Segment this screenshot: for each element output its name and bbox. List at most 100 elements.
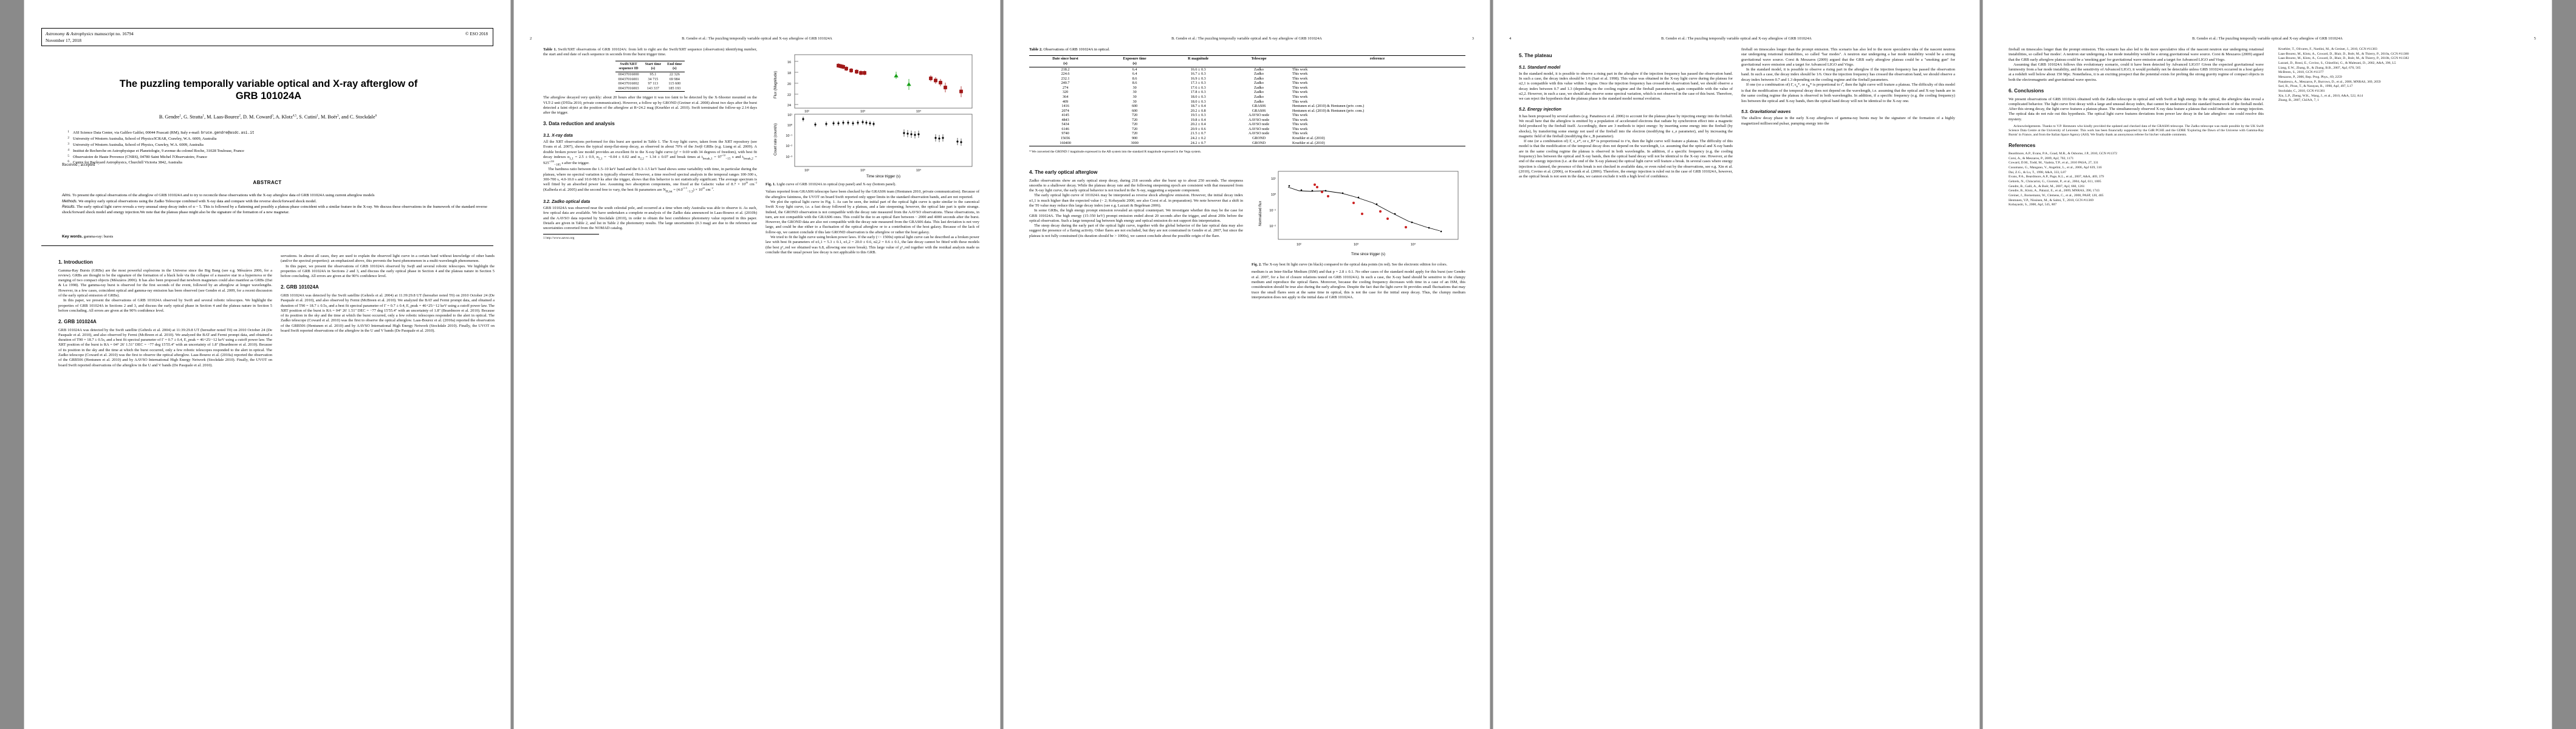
svg-text:16: 16 xyxy=(787,61,791,64)
svg-text:10³: 10³ xyxy=(860,110,865,114)
manuscript-no: manuscript no. 16794 xyxy=(93,31,134,36)
section-heading-early-optical: 4. The early optical afterglow xyxy=(1029,169,1098,175)
reference-item: Laas-Bourez, M., Klotz, A., Coward, D., … xyxy=(2278,52,2409,56)
table-row: 6146 720 20.9 ± 0.6 AAVSO node This work xyxy=(1061,126,1308,131)
paragraph: Zadko observations show an early optical… xyxy=(1029,178,1243,193)
paragraph: The early optical light curve of 101024A… xyxy=(1029,193,1243,208)
running-head: 2 B. Gendre et al.: The puzzling tempora… xyxy=(514,36,1000,41)
section-heading-plateau: 5. The plateau xyxy=(1519,53,1552,58)
affiliation-text: Centre for Backyard Astrophysics, Church… xyxy=(73,160,182,165)
page4-column-left: 5. The plateau 5.1. Standard model In th… xyxy=(1519,47,1733,179)
affiliation-item: 6 Centre for Backyard Astrophysics, Churc… xyxy=(62,160,487,166)
table-row: 2074 600 20.2 ± 0.8 GRAS06 Hentunen et al. (… xyxy=(1061,108,1365,113)
affiliation-item: 3 University of Western Australia, School… xyxy=(62,142,487,148)
affiliation-item: 4 Institut de Recherche en Astrophysique … xyxy=(62,148,487,154)
col-subheader-start: (s) xyxy=(642,66,665,73)
keywords-value: gamma-ray: bursts xyxy=(83,234,114,239)
email-address[interactable]: bruce.gendre@asdc.asi.it xyxy=(200,131,255,135)
abstract-results: Results. The early optical light curve r… xyxy=(62,205,487,214)
figure-2-label: Fig. 2. xyxy=(1252,262,1262,267)
abstract-aims: Aims. To present the optical observation… xyxy=(62,193,375,197)
fig2-xray-points xyxy=(1288,185,1442,233)
running-head: B. Gendre et al.: The puzzling temporall… xyxy=(1004,36,1490,41)
reference-item: Meszaros, P., 2006, Rep. Prog. Phys., 69… xyxy=(2278,75,2342,79)
abstract-methods-label: Methods. xyxy=(62,199,78,204)
page-3: B. Gendre et al.: The puzzling temporall… xyxy=(1004,0,1490,729)
table2-label: Table 2. xyxy=(1029,47,1043,52)
reference-item: Panaitescu, A., Meszaros, P., Burrows, D… xyxy=(2278,80,2381,84)
page-title: The puzzling temporally variable optical… xyxy=(61,78,476,102)
svg-text:10⁴: 10⁴ xyxy=(916,110,922,114)
figure-1: Flux (Magnitude) 16 18 20 22 24 xyxy=(766,51,979,187)
author-list: B. Gendre1, G. Stratta1, M. Laas-Bourez2… xyxy=(159,114,377,120)
svg-text:18: 18 xyxy=(787,72,791,75)
page2-column-left: Table 1. Swift/XRT observations of GRB 1… xyxy=(543,47,757,241)
page-number: 3 xyxy=(1471,36,1474,41)
page1-column-left: 1. Introduction Gamma-Ray Bursts (GRBs) … xyxy=(58,254,272,368)
table-row: 00437016003 143 337 185 193 xyxy=(615,86,685,92)
affiliation-number: 6 xyxy=(67,160,69,164)
affiliation-text: ASI Science Data Center, via Galileo Gal… xyxy=(73,131,255,135)
reference-item: Xin, L.P., Zheng, W.K., Wang, J., et al.… xyxy=(2278,94,2363,98)
title-line-2: GRB 101024A xyxy=(235,91,302,102)
running-head-text: B. Gendre et al.: The puzzling temporall… xyxy=(1661,36,1812,41)
table-row: 9740 720 21.5 ± 0.7 AAVSO node This work xyxy=(1061,131,1308,136)
page5-column-right: Kruehler, T., Olivares, F., Nardini, M.,… xyxy=(2278,47,2533,103)
paragraph: We tried to fit the light curve using br… xyxy=(766,234,979,255)
reference-item: Beardmore, A.P., Evans, P.A., Goad, M.R.… xyxy=(2009,152,2117,156)
affiliation-number: 3 xyxy=(67,142,69,146)
col-header-reference: reference xyxy=(1289,55,1465,61)
paragraph: If one (or a combination of) Γ, ε_e*, or… xyxy=(1519,139,1733,179)
col-subheader-date: (s) xyxy=(1029,61,1102,67)
col-header-date: Date since burst xyxy=(1029,55,1102,61)
subsection-heading-standard-model: 5.1. Standard model xyxy=(1519,64,1561,70)
col-header-end: End time xyxy=(664,60,685,67)
table1-caption: Table 1. Swift/XRT observations of GRB 1… xyxy=(543,47,758,57)
fig2-xray-curve xyxy=(1287,187,1440,231)
running-head: 4 B. Gendre et al.: The puzzling tempora… xyxy=(1493,36,1979,41)
table1-caption-label: Table 1. xyxy=(543,47,557,52)
fig2-ylabel: Normalized flux xyxy=(1259,201,1262,226)
reference-list-left: Beardmore, A.P., Evans, P.A., Goad, M.R.… xyxy=(2009,152,2264,207)
page-number: 5 xyxy=(2533,36,2536,41)
keywords-label: Key words. xyxy=(62,234,83,239)
footnote-text: 1 http://www.aavso.org xyxy=(543,236,575,241)
section-heading-grb-right: 2. GRB 101024A xyxy=(281,284,319,290)
running-head-text: B. Gendre et al.: The puzzling temporall… xyxy=(682,36,832,41)
paragraph: servations. In almost all cases, they ar… xyxy=(281,254,495,264)
paragraph: medium is an Inter-Stellar Medium (ISM) … xyxy=(1252,270,1465,299)
affiliation-item: 1 ASI Science Data Center, via Galileo Ga… xyxy=(62,130,487,136)
page4-column-right: fireball on timescales longer than the p… xyxy=(1741,47,1955,126)
paragraph: The afterglow decayed very quickly: abou… xyxy=(543,95,757,115)
affiliation-number: 4 xyxy=(67,148,69,152)
table-row: 232.1 8.6 16.9 ± 0.3 Zadko This work xyxy=(1061,76,1308,81)
reference-item: Stockdale, C., 2010, GCN #11381 xyxy=(2278,89,2325,93)
affiliation-item: 2 University of Western Australia, School… xyxy=(62,136,487,142)
reference-item: Cusumano, G., Mangano, V., Angelini, L.,… xyxy=(2009,165,2102,169)
reference-item: Lazzati, D., Rossi, E., Covino, S., Ghis… xyxy=(2278,61,2396,65)
running-head-text: B. Gendre et al.: The puzzling temporall… xyxy=(2192,36,2343,41)
affiliation-number: 1 xyxy=(67,130,69,134)
reference-item: McBreen, S., 2010, GCN #11377 xyxy=(2278,70,2324,75)
reference-item: Hentunen, V.P., Nissinen, M., & Salmi, T… xyxy=(2009,198,2094,202)
svg-text:10⁻¹: 10⁻¹ xyxy=(1269,209,1276,213)
svg-text:10⁻¹: 10⁻¹ xyxy=(786,134,792,138)
svg-text:10¹: 10¹ xyxy=(1271,177,1276,181)
table-row: 274 30 17.6 ± 0.3 Zadko This work xyxy=(1062,85,1308,90)
page-5: B. Gendre et al.: The puzzling temporall… xyxy=(1983,0,2552,729)
svg-text:10³: 10³ xyxy=(860,169,865,173)
affiliation-text: Institut de Recherche en Astrophysique e… xyxy=(73,148,244,153)
paragraph: GRB 101024A was detected by the Swift sa… xyxy=(281,293,495,333)
table-row: 409 30 18.0 ± 0.3 Zadko This work xyxy=(1062,99,1308,104)
journal-name: Astronomy & Astrophysics xyxy=(46,31,94,36)
reference-item: Kobayashi, S., 2000, ApJ, 545, 807 xyxy=(2009,203,2057,207)
page3-column-left: 4. The early optical afterglow Zadko obs… xyxy=(1029,164,1243,239)
copyright-notice: © ESO 2018 xyxy=(465,32,488,36)
reference-item: Gendre, B., Galli, A., & Boër, M., 2007,… xyxy=(2009,184,2085,188)
abstract-body: Aims. To present the optical observation… xyxy=(62,193,487,216)
page1-column-right: servations. In almost all cases, they ar… xyxy=(281,254,495,334)
reference-item: Evans, P.A., Beardmore, A.P., Page, K.L.… xyxy=(2009,175,2104,179)
page5-column-left: fireball on timescales longer than the p… xyxy=(2009,47,2264,208)
paragraph: In the standard model, it is possible to… xyxy=(1741,67,1955,82)
paragraph: We present observations of GRB 101024A o… xyxy=(2009,97,2264,122)
